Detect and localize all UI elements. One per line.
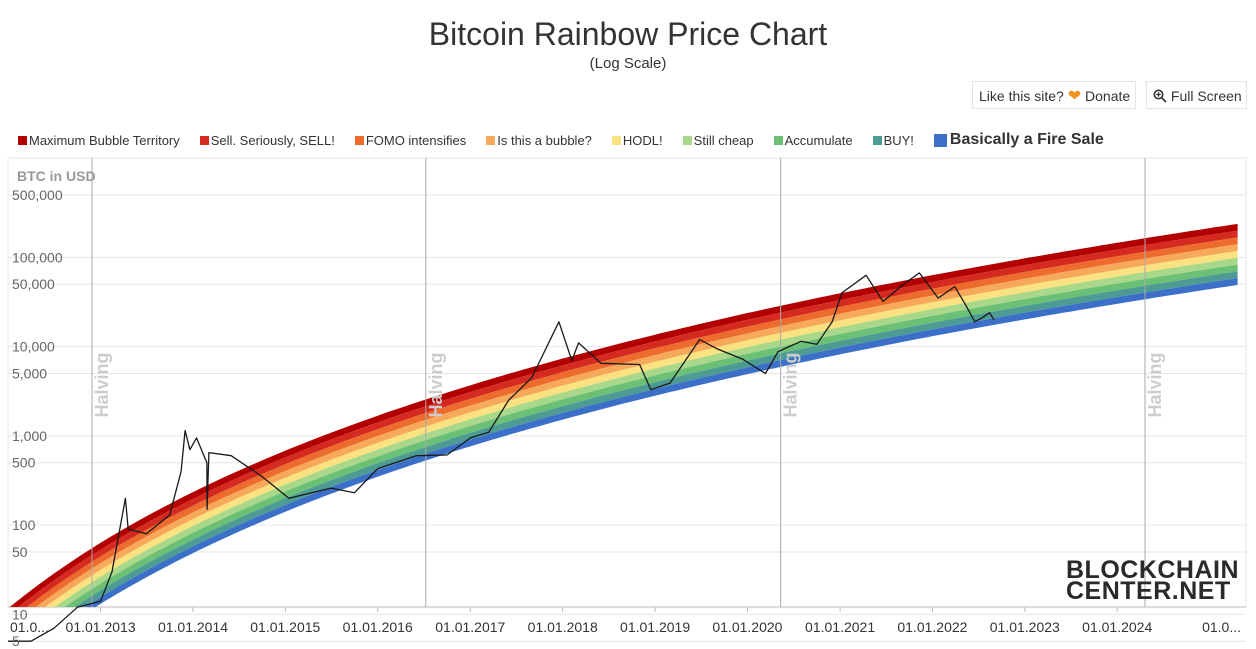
legend-swatch bbox=[199, 135, 209, 145]
full-screen-button[interactable]: Full Screen bbox=[1146, 81, 1247, 109]
blockchaincenter-logo: BLOCKCHAIN CENTER.NET bbox=[1066, 556, 1240, 605]
x-axis: 01.0... 01.01.2013 01.01.2014 01.01.2015 01.… bbox=[10, 607, 1241, 635]
y-tick-label: 1,000 bbox=[12, 428, 47, 444]
donate-label: Donate bbox=[1085, 88, 1131, 104]
legend-label: HODL! bbox=[622, 132, 663, 148]
x-tick-label: 01.0... bbox=[1202, 619, 1241, 635]
y-tick-label: 500,000 bbox=[12, 187, 63, 203]
logo-line-2: CENTER.NET bbox=[1066, 577, 1231, 605]
legend-item-accumulate[interactable]: Accumulate bbox=[773, 132, 853, 148]
legend-item-sell-seriously-sell[interactable]: Sell. Seriously, SELL! bbox=[199, 132, 335, 148]
x-tick-label: 01.01.2013 bbox=[66, 619, 136, 635]
band-accumulate bbox=[64, 264, 1238, 607]
x-tick-label: 01.01.2015 bbox=[250, 619, 320, 635]
band-basically-a-fire-sale bbox=[84, 278, 1238, 607]
legend-item-is-this-a-bubble[interactable]: Is this a bubble? bbox=[486, 133, 592, 148]
legend-swatch bbox=[682, 135, 692, 145]
page-subtitle: (Log Scale) bbox=[589, 55, 667, 72]
zoom-in-icon bbox=[1153, 89, 1167, 103]
x-tick-label: 01.01.2024 bbox=[1082, 619, 1152, 635]
x-tick-label: 01.01.2018 bbox=[528, 619, 598, 635]
x-tick-label: 01.01.2014 bbox=[158, 619, 228, 635]
y-tick-label: 50,000 bbox=[12, 276, 55, 292]
legend-item-still-cheap[interactable]: Still cheap bbox=[682, 132, 754, 148]
x-tick-label: 01.01.2016 bbox=[343, 619, 413, 635]
price-line-group bbox=[8, 272, 995, 642]
y-tick-label: 50 bbox=[12, 544, 28, 560]
legend-swatch bbox=[611, 135, 621, 145]
legend-label: BUY! bbox=[883, 132, 914, 148]
x-tick-label: 01.01.2020 bbox=[712, 619, 782, 635]
halving-label: Halving bbox=[1145, 352, 1165, 417]
y-tick-label: 10 bbox=[12, 606, 28, 622]
legend-label: Still cheap bbox=[693, 132, 754, 148]
chart-legend: Maximum Bubble Territory Sell. Seriously,… bbox=[18, 130, 1124, 150]
legend-item-basically-a-fire-sale[interactable]: Basically a Fire Sale bbox=[933, 131, 1104, 149]
legend-swatch bbox=[18, 135, 27, 145]
y-axis-title: BTC in USD bbox=[17, 168, 96, 184]
full-screen-label: Full Screen bbox=[1170, 88, 1242, 104]
price-line bbox=[8, 272, 995, 642]
rainbow-bands bbox=[9, 223, 1238, 607]
y-tick-label: 100,000 bbox=[12, 249, 63, 265]
x-tick-label: 01.01.2023 bbox=[990, 619, 1060, 635]
halving-lines: Halving Halving Halving Halving bbox=[91, 158, 1165, 607]
band-still-cheap bbox=[54, 257, 1238, 607]
halving-label: Halving bbox=[92, 352, 112, 417]
legend-swatch bbox=[354, 135, 364, 145]
x-tick-label: 01.01.2021 bbox=[805, 619, 875, 635]
x-tick-label: 01.01.2019 bbox=[620, 619, 690, 635]
band-buy bbox=[74, 271, 1238, 607]
halving-label: Halving bbox=[426, 352, 446, 417]
legend-swatch bbox=[933, 133, 947, 147]
legend-swatch bbox=[486, 135, 496, 145]
x-tick-label: 01.0... bbox=[10, 619, 49, 635]
y-tick-label: 500 bbox=[12, 455, 36, 471]
page-title: Bitcoin Rainbow Price Chart bbox=[428, 16, 828, 52]
legend-item-buy[interactable]: BUY! bbox=[872, 132, 914, 148]
legend-label: Sell. Seriously, SELL! bbox=[210, 132, 335, 148]
donate-button[interactable]: Like this site? ❤ Donate bbox=[972, 81, 1136, 109]
legend-label: FOMO intensifies bbox=[365, 132, 467, 148]
y-axis: 5 10 50 100 500 1,000 5,000 10,000 50,000 100,000… bbox=[12, 168, 96, 649]
legend-label: Basically a Fire Sale bbox=[949, 131, 1104, 148]
donate-prefix: Like this site? bbox=[979, 88, 1064, 104]
legend-swatch bbox=[773, 135, 783, 145]
x-tick-label: 01.01.2022 bbox=[897, 619, 967, 635]
halving-label: Halving bbox=[781, 352, 801, 417]
legend-label: Accumulate bbox=[784, 132, 853, 148]
legend-label: Maximum Bubble Territory bbox=[29, 132, 180, 148]
y-tick-label: 5 bbox=[12, 633, 20, 649]
legend-item-hodl[interactable]: HODL! bbox=[611, 132, 663, 148]
legend-label: Is this a bubble? bbox=[497, 132, 592, 148]
heart-icon: ❤ bbox=[1067, 88, 1082, 105]
legend-item-fomo-intensifies[interactable]: FOMO intensifies bbox=[354, 132, 467, 148]
logo-line-1: BLOCKCHAIN bbox=[1066, 556, 1240, 584]
y-tick-label: 5,000 bbox=[12, 366, 47, 382]
x-tick-label: 01.01.2017 bbox=[435, 619, 505, 635]
legend-item-maximum-bubble-territory[interactable]: Maximum Bubble Territory bbox=[18, 133, 180, 148]
y-tick-label: 100 bbox=[12, 517, 36, 533]
legend-swatch bbox=[872, 135, 882, 145]
y-tick-label: 10,000 bbox=[12, 339, 55, 355]
